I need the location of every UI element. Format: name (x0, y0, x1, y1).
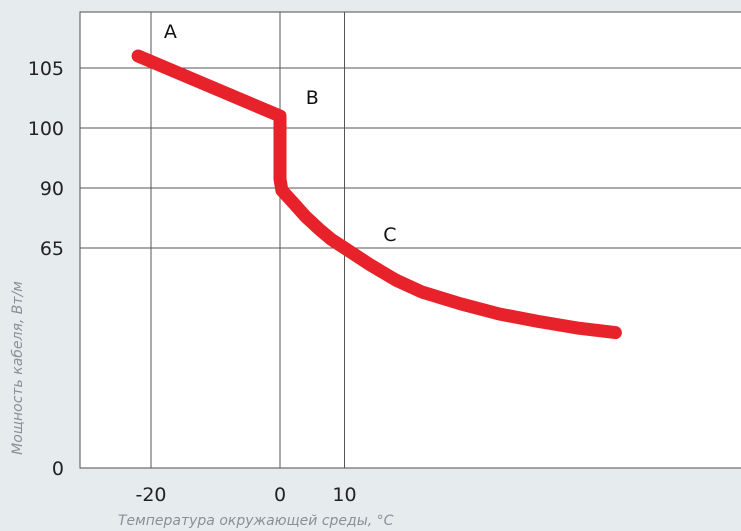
y-tick-label: 90 (40, 178, 64, 200)
point-label-a: A (164, 21, 177, 43)
series-line (131, 49, 622, 340)
y-axis-title: Мощность кабеля, Вт/м (10, 281, 26, 455)
grid (80, 12, 741, 468)
y-tick-label: 0 (52, 458, 64, 480)
y-tick-labels: 0 65 90 100 105 (28, 58, 64, 480)
plot-area (79, 11, 741, 469)
x-tick-label: -20 (135, 484, 166, 506)
x-tick-label: 0 (274, 484, 286, 506)
y-tick-label: 100 (28, 118, 64, 140)
y-tick-label: 105 (28, 58, 64, 80)
x-axis-title: Температура окружающей среды, °С (118, 513, 394, 529)
series-layer (131, 49, 622, 340)
x-tick-labels: -20 0 10 (135, 484, 356, 506)
point-label-b: B (306, 87, 319, 109)
x-tick-label: 10 (332, 484, 356, 506)
y-tick-label: 65 (40, 238, 64, 260)
annotations: A B C (164, 21, 397, 246)
point-label-c: C (383, 224, 396, 246)
